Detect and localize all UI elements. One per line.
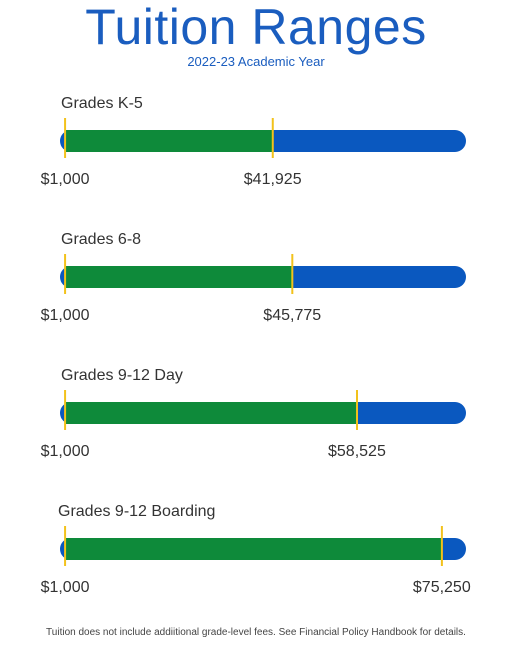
range-fill-bar <box>65 130 273 152</box>
max-value-label: $45,775 <box>263 307 322 324</box>
max-value-label: $58,525 <box>328 443 386 460</box>
category-label: Grades 9-12 Boarding <box>58 503 216 520</box>
min-value-label: $1,000 <box>40 307 90 324</box>
range-bar-svg <box>60 390 466 430</box>
max-value-label: $41,925 <box>243 171 302 188</box>
category-label: Grades K-5 <box>61 95 143 112</box>
range-row: Grades 9-12 Day $1,000 $58,525 <box>0 366 512 476</box>
range-bar-svg <box>60 526 466 566</box>
page-subtitle: 2022-23 Academic Year <box>187 54 325 69</box>
range-fill-bar <box>65 266 293 288</box>
page-title: Tuition Ranges <box>85 0 427 55</box>
range-row: Grades 9-12 Boarding $1,000 $75,250 <box>0 502 512 612</box>
range-fill-bar <box>65 538 442 560</box>
range-fill-bar <box>65 402 358 424</box>
max-value-label: $75,250 <box>412 579 471 596</box>
range-row: Grades K-5 $1,000 $41,925 <box>0 94 512 204</box>
footnote: Tuition does not include addiitional gra… <box>46 627 466 638</box>
range-bar-svg <box>60 254 466 294</box>
min-value-label: $1,000 <box>40 579 90 596</box>
category-label: Grades 9-12 Day <box>61 367 183 384</box>
min-value-label: $1,000 <box>40 443 90 460</box>
range-row: Grades 6-8 $1,000 $45,775 <box>0 230 512 340</box>
range-bar-svg <box>60 118 466 158</box>
min-value-label: $1,000 <box>40 171 90 188</box>
category-label: Grades 6-8 <box>61 231 142 248</box>
